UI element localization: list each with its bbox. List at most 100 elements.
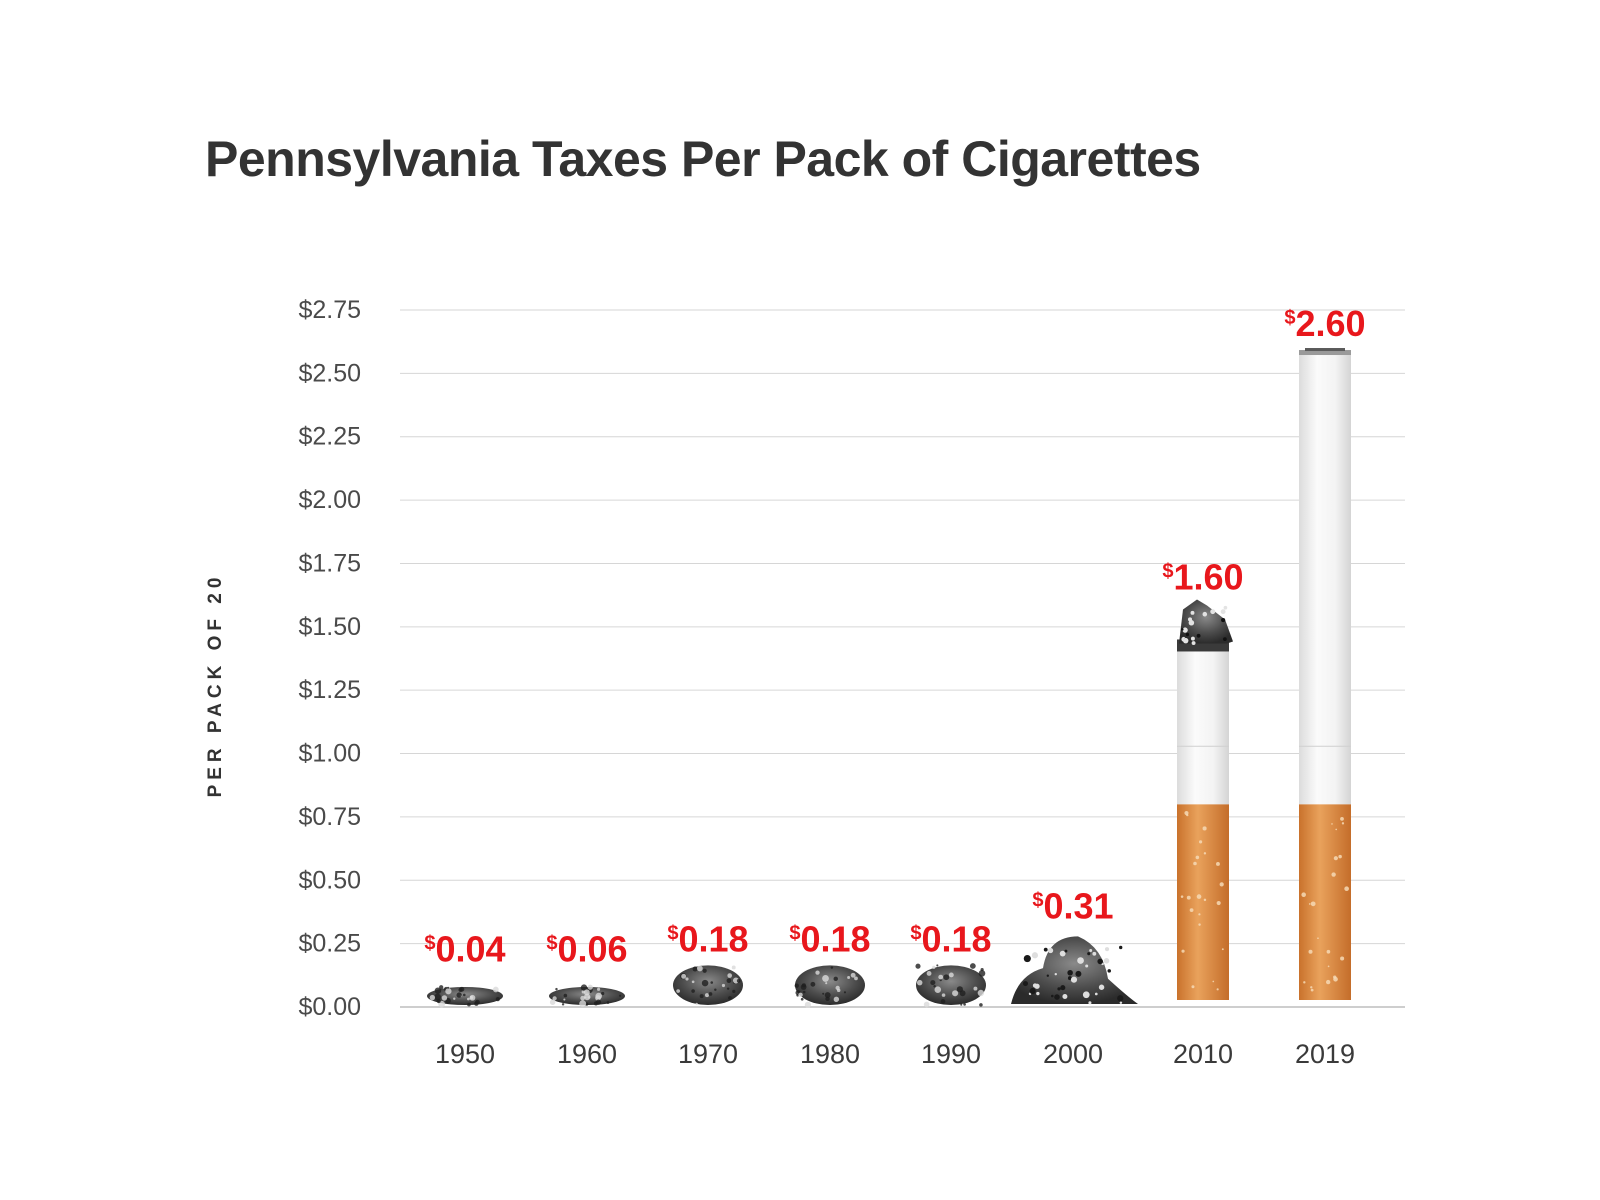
ash-speck	[555, 987, 558, 991]
x-tick-label: 1950	[435, 1039, 495, 1069]
filter-speck	[1181, 949, 1185, 953]
cigarette-filter	[1177, 804, 1229, 1000]
ash-speck	[676, 989, 681, 993]
ash-speck	[1181, 628, 1184, 631]
data-label: $1.60	[1162, 556, 1243, 597]
ash-speck	[583, 993, 591, 1001]
ash-pile	[673, 965, 743, 1005]
ash-speck	[1098, 984, 1105, 990]
ash-speck	[830, 966, 834, 969]
ash-speck	[579, 1000, 587, 1008]
filter-speck	[1212, 980, 1215, 983]
ash-speck	[1067, 976, 1072, 981]
ash-speck	[704, 993, 709, 998]
data-label-value: 0.31	[1044, 885, 1114, 926]
ash-speck	[794, 983, 799, 988]
ash-speck	[980, 968, 984, 972]
data-label-value: 0.06	[558, 928, 628, 969]
y-tick-label: $2.00	[298, 486, 361, 514]
filter-speck	[1310, 986, 1313, 989]
ash-speck	[463, 993, 466, 997]
cigarette-paper	[1177, 645, 1229, 805]
bar	[427, 985, 503, 1008]
data-label: $0.18	[910, 918, 991, 959]
ash-speck	[800, 984, 807, 990]
data-label-currency: $	[424, 932, 435, 954]
filter-speck	[1331, 823, 1333, 825]
ash-speck	[702, 968, 707, 973]
ash-speck	[732, 989, 736, 993]
y-tick-label: $1.50	[298, 613, 361, 641]
filter-speck	[1308, 903, 1311, 905]
ash-speck	[1202, 611, 1208, 617]
ash-speck	[445, 988, 452, 995]
ash-speck	[1057, 987, 1061, 991]
ash-speck	[736, 979, 741, 983]
filter-speck	[1195, 855, 1200, 860]
ash-speck	[1190, 636, 1195, 641]
ash-speck	[1023, 954, 1031, 963]
ash-speck	[1190, 610, 1195, 615]
ash-speck	[1182, 637, 1189, 644]
ash-speck	[1064, 949, 1068, 953]
ash-speck	[854, 976, 858, 981]
data-label-value: 0.04	[436, 928, 506, 969]
ash-speck	[580, 984, 588, 991]
ash-speck	[1089, 949, 1093, 953]
ash-speck	[695, 1002, 698, 1006]
data-label-currency: $	[1032, 889, 1043, 911]
ash-speck	[952, 990, 959, 997]
y-tick-label: $2.50	[298, 359, 361, 387]
ash-speck	[926, 971, 932, 976]
filter-speck	[1308, 949, 1313, 954]
ash-speck	[728, 996, 732, 1000]
ash-speck	[595, 995, 601, 1001]
cigarette-paper	[1299, 352, 1351, 805]
ash-speck	[822, 992, 825, 995]
filter-speck	[1198, 923, 1201, 926]
ash-speck	[701, 979, 709, 987]
ash-speck	[916, 979, 923, 986]
ash-speck	[835, 985, 840, 991]
ash-speck	[804, 1001, 811, 1008]
ash-speck	[731, 965, 736, 970]
ash-speck	[833, 976, 838, 982]
cigarette-tip	[1299, 350, 1351, 356]
ash-speck	[1221, 618, 1226, 623]
ash-speck	[580, 995, 585, 1001]
data-label-value: 0.18	[679, 918, 749, 959]
filter-speck	[1331, 872, 1336, 877]
filter-speck	[1203, 852, 1207, 855]
ash-speck	[714, 988, 717, 991]
filter-speck	[1198, 913, 1201, 916]
ash-tip	[1179, 599, 1233, 644]
ash-speck	[467, 1002, 471, 1007]
filter-speck	[1196, 894, 1202, 899]
ash-speck	[587, 984, 593, 990]
ash-pile	[916, 965, 986, 1005]
bar	[1299, 348, 1351, 1000]
filter-speck	[1186, 895, 1191, 900]
ash-speck	[696, 965, 703, 972]
ash-speck	[710, 981, 714, 984]
ash-speck	[595, 999, 602, 1005]
ash-speck	[810, 981, 816, 987]
ash-speck	[549, 999, 556, 1005]
y-tick-label: $0.75	[298, 803, 361, 831]
ash-speck	[1104, 947, 1110, 952]
bar	[673, 965, 743, 1006]
ash-speck	[699, 994, 704, 999]
ash-speck	[969, 963, 976, 969]
ash-speck	[453, 997, 456, 1000]
ash-speck	[441, 995, 448, 1001]
ash-speck	[1191, 641, 1196, 646]
bar	[1011, 936, 1138, 1005]
ash-speck	[843, 991, 847, 994]
ash-speck	[492, 986, 499, 993]
x-tick-label: 2000	[1043, 1039, 1103, 1069]
data-label: $0.31	[1032, 885, 1113, 926]
y-tick-label: $0.00	[298, 993, 361, 1021]
ash-speck	[1182, 627, 1188, 633]
filter-speck	[1219, 882, 1224, 887]
ash-speck	[822, 975, 829, 982]
